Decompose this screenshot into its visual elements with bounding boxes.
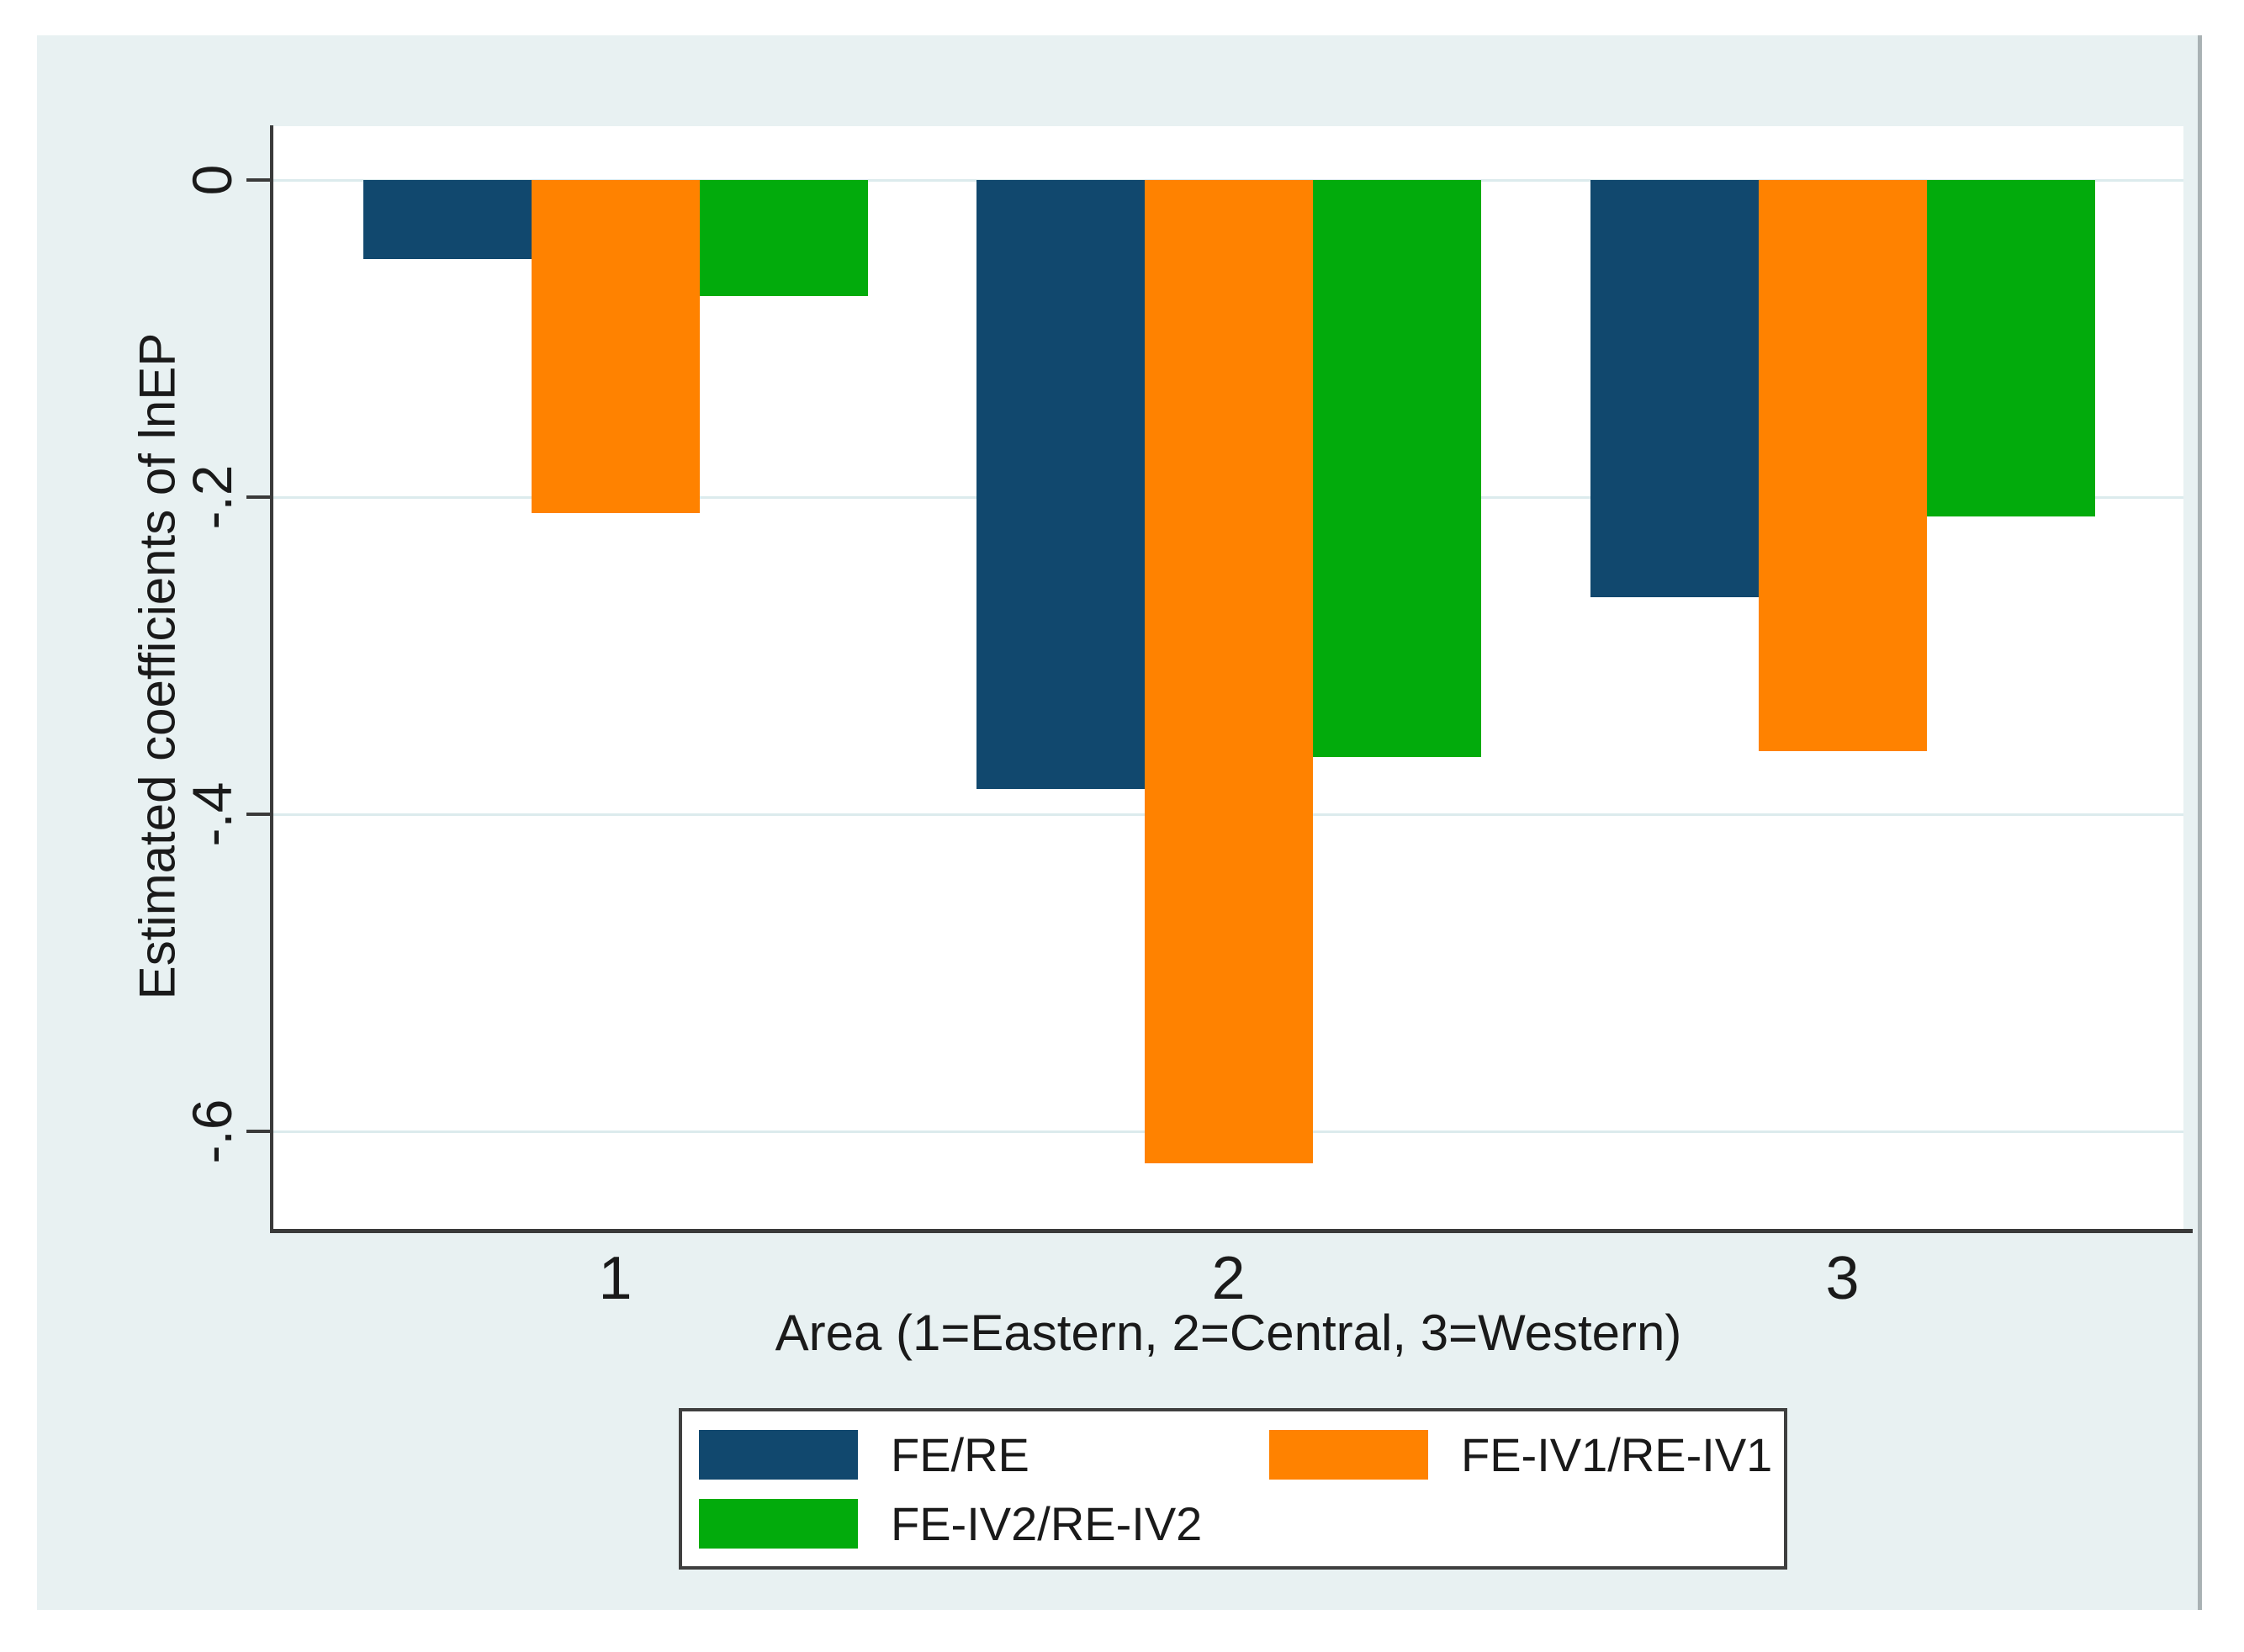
legend-swatch-FE/RE [699,1430,858,1480]
bar-FE/RE-area-2 [976,180,1145,789]
legend-label-FE-IV1/RE-IV1: FE-IV1/RE-IV1 [1461,1428,1773,1481]
y-tick-label: -.2 [181,464,243,530]
legend-label-FE/RE: FE/RE [891,1428,1029,1481]
y-tick-mark [246,495,273,499]
bar-FE-IV2/RE-IV2-area-3 [1926,180,2095,516]
legend-box: FE/RE FE-IV1/RE-IV1 FE-IV2/RE-IV2 [679,1408,1787,1570]
y-tick-label: 0 [181,164,243,196]
bar-FE-IV1/RE-IV1-area-2 [1144,180,1313,1163]
bar-FE-IV2/RE-IV2-area-2 [1312,180,1481,757]
x-axis-line [270,1229,2193,1233]
legend-label-FE-IV2/RE-IV2: FE-IV2/RE-IV2 [891,1497,1203,1550]
y-tick-mark [246,813,273,816]
legend-swatch-FE-IV2/RE-IV2 [699,1499,858,1549]
y-tick-mark [246,1130,273,1133]
x-tick-label: 2 [1211,1245,1246,1312]
bar-FE-IV2/RE-IV2-area-1 [699,180,868,296]
bar-FE-IV1/RE-IV1-area-1 [531,180,700,513]
x-axis-title: Area (1=Eastern, 2=Central, 3=Western) [775,1305,1682,1361]
y-tick-label: -.6 [181,1099,243,1164]
y-tick-mark [246,178,273,182]
x-tick-label: 3 [1825,1245,1860,1312]
bar-FE/RE-area-3 [1590,180,1759,597]
figure-panel: 0 -.2 -.4 -.6 1 2 3 Estimated coefficients of… [37,35,2202,1610]
bar-FE/RE-area-1 [363,180,532,259]
legend-swatch-FE-IV1/RE-IV1 [1269,1430,1428,1480]
y-axis-line [270,125,273,1233]
bar-FE-IV1/RE-IV1-area-3 [1758,180,1927,751]
x-tick-label: 1 [598,1245,632,1312]
y-axis-title: Estimated coefficients of lnEP [129,332,186,1000]
y-tick-label: -.4 [181,781,243,847]
